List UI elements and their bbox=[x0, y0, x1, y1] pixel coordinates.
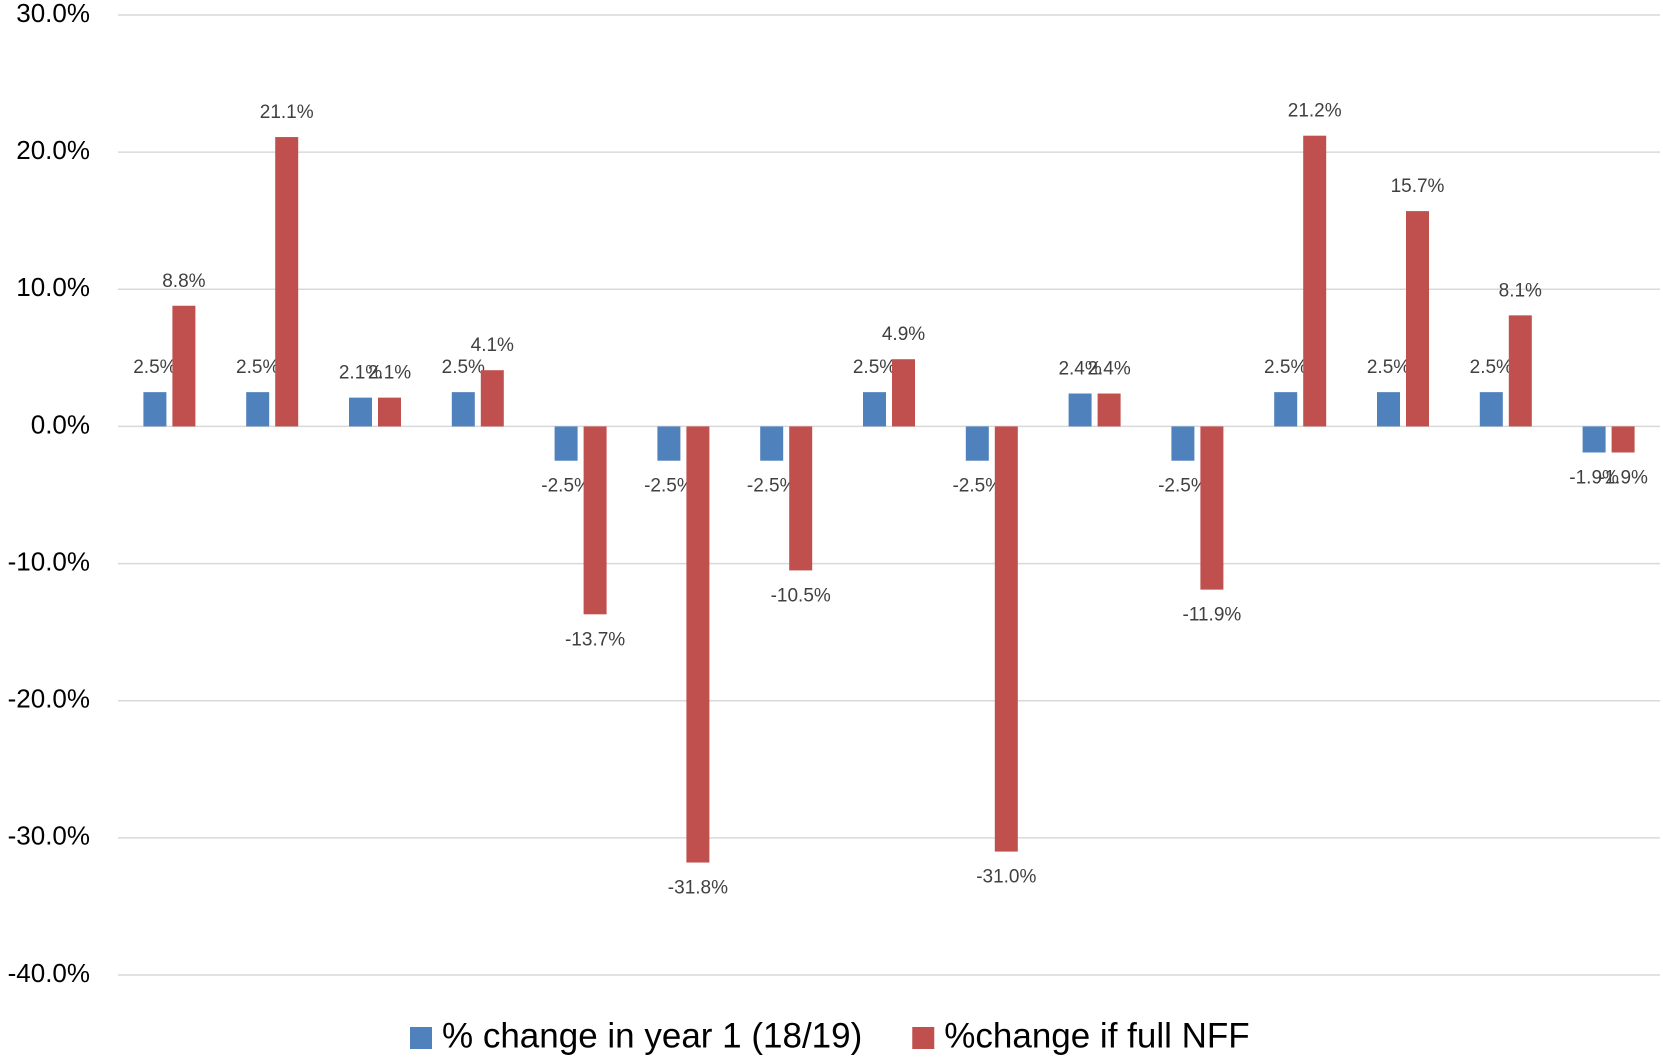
value-label: -11.9% bbox=[1183, 605, 1242, 626]
value-label: 2.1% bbox=[339, 363, 382, 384]
bar bbox=[1068, 393, 1092, 427]
value-label: 2.5% bbox=[442, 357, 485, 378]
legend-label: % change in year 1 (18/19) bbox=[442, 1016, 862, 1055]
bar bbox=[1171, 426, 1195, 461]
bar bbox=[1582, 426, 1606, 453]
y-tick-label: 20.0% bbox=[16, 135, 90, 165]
value-label: -2.5% bbox=[644, 476, 694, 497]
value-label: 2.5% bbox=[1470, 357, 1513, 378]
value-label: 2.5% bbox=[1367, 357, 1410, 378]
value-label: -10.5% bbox=[771, 585, 831, 606]
value-label: 2.5% bbox=[1264, 357, 1307, 378]
value-label: -13.7% bbox=[565, 629, 625, 650]
bar bbox=[480, 370, 504, 427]
bar bbox=[994, 426, 1018, 852]
bar bbox=[1200, 426, 1224, 590]
bar bbox=[1377, 392, 1400, 427]
value-label: 2.1% bbox=[368, 363, 411, 384]
value-label: -2.5% bbox=[747, 476, 797, 497]
bar bbox=[1508, 315, 1532, 427]
value-label: 2.5% bbox=[236, 357, 279, 378]
bar bbox=[554, 426, 578, 461]
value-label: -2.5% bbox=[541, 476, 591, 497]
bar bbox=[1479, 392, 1503, 427]
bar bbox=[1611, 426, 1635, 453]
bar bbox=[657, 426, 681, 461]
y-tick-label: 30.0% bbox=[16, 0, 90, 28]
value-label: 21.1% bbox=[260, 102, 314, 123]
value-label: 2.4% bbox=[1087, 359, 1130, 380]
y-tick-label: -30.0% bbox=[8, 821, 90, 851]
legend-label: %change if full NFF bbox=[944, 1016, 1249, 1055]
bar bbox=[965, 426, 989, 461]
bar bbox=[451, 392, 475, 427]
bar bbox=[1303, 135, 1327, 427]
value-label: -31.8% bbox=[668, 878, 728, 899]
y-tick-label: 0.0% bbox=[31, 409, 90, 439]
y-tick-label: 10.0% bbox=[16, 272, 90, 302]
value-label: 8.1% bbox=[1499, 280, 1542, 301]
legend-swatch bbox=[410, 1027, 432, 1049]
bar bbox=[686, 426, 710, 863]
value-label: 2.5% bbox=[133, 357, 176, 378]
bar bbox=[760, 426, 784, 461]
bar bbox=[246, 392, 270, 427]
value-label: 21.2% bbox=[1288, 101, 1342, 122]
value-label: 15.7% bbox=[1391, 176, 1445, 197]
value-label: 4.9% bbox=[882, 324, 925, 345]
bar bbox=[892, 359, 915, 427]
value-label: 2.4% bbox=[1058, 359, 1101, 380]
bar bbox=[143, 392, 167, 427]
bar bbox=[789, 426, 813, 571]
bar bbox=[275, 137, 299, 427]
value-label: 4.1% bbox=[471, 335, 514, 356]
bar bbox=[583, 426, 607, 615]
bar bbox=[1097, 393, 1121, 427]
bar bbox=[349, 397, 372, 427]
value-label: -1.9% bbox=[1598, 468, 1648, 489]
value-label: -31.0% bbox=[976, 867, 1036, 888]
value-label: 2.5% bbox=[853, 357, 896, 378]
value-label: -1.9% bbox=[1569, 468, 1619, 489]
legend-swatch bbox=[912, 1027, 935, 1049]
bar bbox=[1406, 211, 1429, 427]
y-tick-label: -20.0% bbox=[8, 684, 90, 714]
bar bbox=[863, 392, 886, 427]
value-label: -2.5% bbox=[952, 476, 1002, 497]
bar bbox=[172, 305, 196, 427]
y-tick-label: -40.0% bbox=[8, 958, 90, 988]
value-label: 8.8% bbox=[162, 271, 205, 292]
bar bbox=[1274, 392, 1298, 427]
bar bbox=[378, 397, 401, 427]
y-tick-label: -10.0% bbox=[8, 546, 90, 576]
value-label: -2.5% bbox=[1158, 476, 1208, 497]
